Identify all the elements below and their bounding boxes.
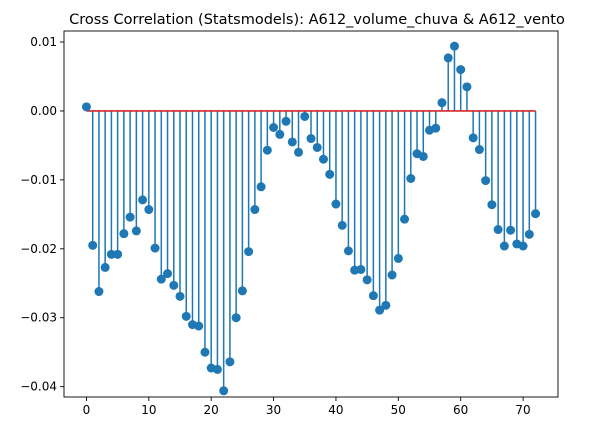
data-point [119,229,129,239]
data-point [437,98,447,108]
data-point [219,386,229,396]
data-point [100,262,110,272]
x-tick-label: 0 [83,403,91,417]
data-point [94,287,104,297]
data-point [343,246,353,256]
y-tick-label: −0.02 [20,242,57,256]
x-tick-label: 10 [141,403,156,417]
data-point [468,133,478,143]
x-tick-label: 40 [328,403,343,417]
data-point [200,347,210,357]
data-point [125,212,135,222]
data-point [113,249,123,259]
data-point [462,82,472,92]
data-point [306,134,316,144]
data-point [294,147,304,157]
data-point [250,205,260,215]
data-point [150,243,160,253]
data-point [175,291,185,301]
data-point [81,102,91,112]
data-point [518,241,528,251]
data-point [275,129,285,139]
data-point [499,241,509,251]
data-point [381,300,391,310]
data-point [356,264,366,274]
data-point [106,249,116,259]
data-point [194,321,204,331]
data-point [131,226,141,236]
data-point [368,291,378,301]
x-tick-label: 20 [204,403,219,417]
data-point [387,270,397,280]
data-point [493,225,503,235]
data-point [325,169,335,179]
data-point [287,137,297,147]
data-point [312,142,322,152]
data-point [393,253,403,263]
data-point [281,116,291,126]
x-tick-label: 30 [266,403,281,417]
data-point [375,305,385,315]
data-point [181,311,191,321]
x-tick-label: 50 [391,403,406,417]
data-point [400,214,410,224]
data-point [524,229,534,239]
chart-title: Cross Correlation (Statsmodels): A612_vo… [69,12,565,28]
y-tick-label: −0.01 [20,173,57,187]
data-point [318,154,328,164]
data-point [337,220,347,230]
y-tick-label: −0.04 [20,380,57,394]
data-point [300,111,310,121]
data-point [406,174,416,184]
data-point [88,240,98,250]
y-tick-label: 0.00 [30,104,57,118]
data-point [456,65,466,75]
data-point [531,209,541,219]
data-point [212,364,222,374]
data-point [506,225,516,235]
data-point [231,313,241,323]
data-point [225,357,235,367]
axes-frame [63,30,559,398]
y-tick-label: 0.01 [30,35,57,49]
data-point [269,122,279,132]
plot-area: 0 10 20 30 40 50 60 70 0.01 0.00 −0.01 −0.02 −0.03 −0… [20,30,559,417]
data-point [138,195,148,205]
data-point [256,182,266,192]
data-point [474,145,484,155]
data-point [156,274,166,284]
data-point [443,53,453,63]
data-point [237,286,247,296]
data-point [144,205,154,215]
y-tick-label: −0.03 [20,311,57,325]
data-point [418,151,428,161]
data-point [481,176,491,186]
x-tick-label: 70 [515,403,530,417]
data-point [169,280,179,290]
data-point [487,200,497,210]
data-point [362,275,372,285]
data-point [163,269,173,279]
data-point [431,123,441,133]
x-tick-label: 60 [453,403,468,417]
data-point [331,199,341,209]
data-point [262,145,272,155]
data-point [244,247,254,257]
data-point [449,41,459,51]
